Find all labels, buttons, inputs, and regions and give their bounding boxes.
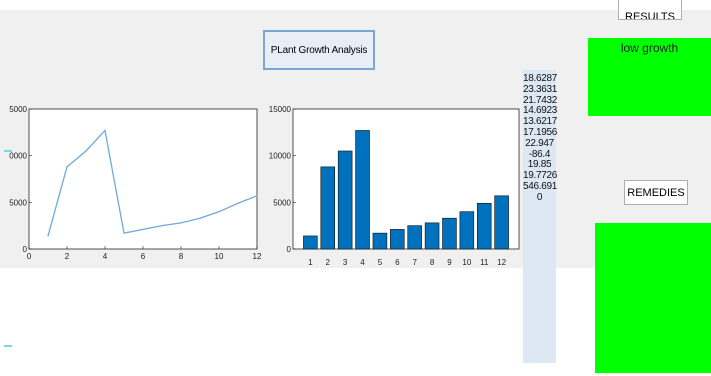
value-item: 546.691 <box>523 180 558 192</box>
value-item: 21.7432 <box>523 94 558 106</box>
bar-chart-xtick-label: 9 <box>447 258 452 267</box>
bar-chart-xtick-label: 7 <box>412 258 417 267</box>
line-chart-xtick-label: 6 <box>141 252 146 261</box>
line-chart-point <box>123 232 125 234</box>
line-chart-point <box>199 217 201 219</box>
results-button-label: RESULTS <box>625 11 675 20</box>
line-chart-ytick-label: 5000 <box>9 198 27 207</box>
bar-chart-xtick-label: 5 <box>378 258 383 267</box>
bar <box>476 202 492 250</box>
line-chart-point <box>47 235 49 237</box>
bar <box>337 150 353 250</box>
bar-chart-xtick-label: 1 <box>308 258 313 267</box>
line-chart-point <box>66 166 68 168</box>
bar-chart-xtick-label: 3 <box>343 258 348 267</box>
value-item: 22.947 <box>525 137 554 149</box>
value-item: 17.1956 <box>523 126 558 138</box>
bar-chart-xtick-label: 6 <box>395 258 400 267</box>
bar-chart-xtick-label: 8 <box>430 258 435 267</box>
bar-chart-ytick-label: 15000 <box>269 105 292 114</box>
value-item: -86.4 <box>528 148 551 160</box>
values-list: 18.6287 23.3631 21.7432 14.6923 13.6217 17.19… <box>523 70 558 363</box>
bar-chart-xtick-label: 12 <box>497 258 506 267</box>
line-chart-ytick-label: 0 <box>23 245 28 254</box>
bar <box>372 232 388 250</box>
value-item: 19.7726 <box>523 170 558 182</box>
title-button[interactable]: PLant Growth Analysis <box>263 30 375 70</box>
edge-marker <box>4 150 12 152</box>
value-item: 14.6923 <box>523 105 558 117</box>
bar <box>355 130 370 250</box>
line-chart-xtick-label: 12 <box>253 252 262 261</box>
line-chart-ytick-label: 5000 <box>9 105 27 114</box>
line-chart-point <box>142 228 144 230</box>
line-chart-ytick-label: 0000 <box>9 152 27 161</box>
remedies-button[interactable]: REMEDIES <box>624 180 688 205</box>
bar <box>390 229 405 250</box>
bar <box>320 166 336 250</box>
line-chart-xtick-label: 4 <box>103 252 108 261</box>
bar <box>303 235 318 250</box>
line-chart-xtick-label: 10 <box>215 252 224 261</box>
value-item: 0 <box>536 191 543 203</box>
remedies-panel <box>595 223 711 373</box>
line-chart-point <box>161 225 163 227</box>
line-chart-xtick-label: 0 <box>27 252 32 261</box>
top-strip <box>0 0 711 10</box>
value-item: 13.6217 <box>523 116 558 128</box>
line-chart-point <box>104 129 106 132</box>
line-chart-point <box>85 150 87 152</box>
line-chart-series <box>47 129 258 237</box>
bar <box>407 225 422 250</box>
line-chart-point <box>218 211 220 213</box>
results-button[interactable]: RESULTS <box>618 0 682 20</box>
result-panel: low growth <box>588 38 711 116</box>
bar-chart-xtick-label: 11 <box>480 258 489 267</box>
line-chart-xtick-label: 8 <box>179 252 184 261</box>
bar-chart-xtick-label: 4 <box>360 258 365 267</box>
line-chart-point <box>180 222 182 224</box>
bar-chart-xtick-label: 10 <box>462 258 471 267</box>
bar <box>442 217 457 250</box>
value-item: 19.85 <box>527 159 552 171</box>
result-text: low growth <box>620 41 679 55</box>
bar-chart-ytick-label: 5000 <box>273 198 291 207</box>
edge-marker <box>4 345 12 347</box>
bar <box>494 195 509 250</box>
bar-chart-xtick-label: 2 <box>326 258 331 267</box>
bar <box>424 222 440 250</box>
bar <box>459 211 475 250</box>
value-item: 23.3631 <box>523 83 558 95</box>
line-chart-xtick-label: 2 <box>65 252 70 261</box>
line-chart-axes <box>28 108 258 250</box>
line-chart-point <box>256 195 258 197</box>
value-item: 18.6287 <box>523 73 558 84</box>
bar-chart-ytick-label: 0 <box>287 245 292 254</box>
line-chart-point <box>237 202 239 204</box>
bar-chart-ytick-label: 10000 <box>269 152 292 161</box>
